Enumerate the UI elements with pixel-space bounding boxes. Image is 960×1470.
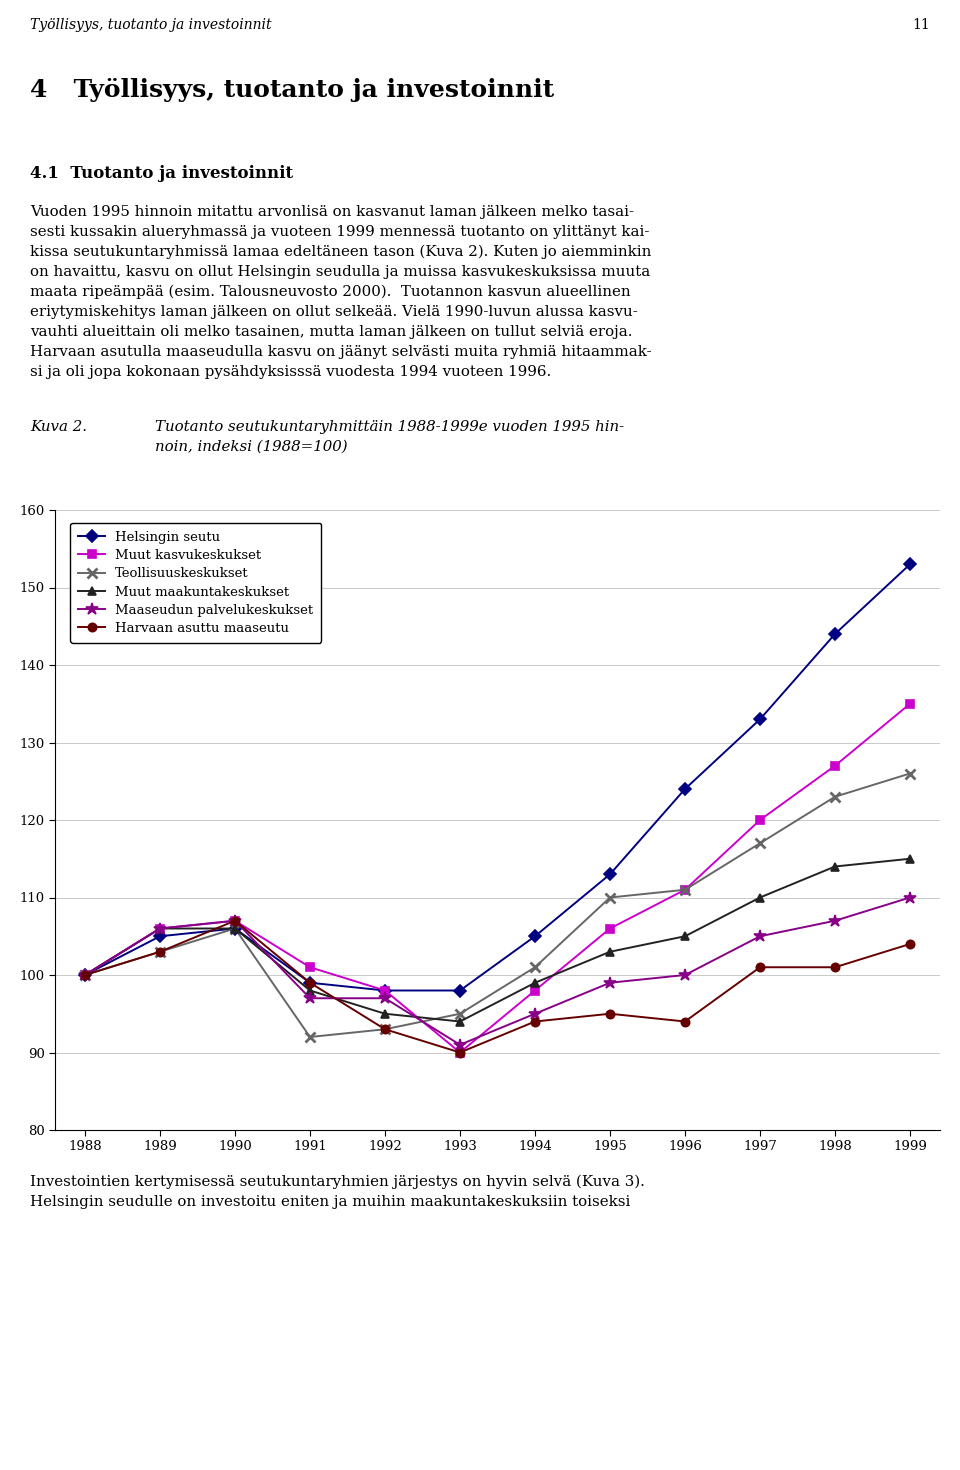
Teollisuuskeskukset [904,764,916,782]
Muut kasvukeskukset [229,911,241,929]
Muut kasvukeskukset [829,757,841,775]
Muut kasvukeskukset [155,920,166,938]
Harvaan asuttu maaseutu [755,958,766,976]
Harvaan asuttu maaseutu [529,1013,540,1030]
Muut maakuntakeskukset [80,966,91,983]
Muut maakuntakeskukset [229,920,241,938]
Muut maakuntakeskukset [829,857,841,875]
Helsingin seutu [379,982,391,1000]
Maaseudun palvelukeskukset [454,1036,466,1054]
Text: 4   Työllisyys, tuotanto ja investoinnit: 4 Työllisyys, tuotanto ja investoinnit [30,78,554,101]
Muut maakuntakeskukset [454,1013,466,1030]
Text: sesti kussakin alueryhmassä ja vuoteen 1999 mennessä tuotanto on ylittänyt kai-: sesti kussakin alueryhmassä ja vuoteen 1… [30,225,649,240]
Muut kasvukeskukset [680,881,691,898]
Teollisuuskeskukset [755,835,766,853]
Teollisuuskeskukset [155,942,166,960]
Text: maata ripeämpää (esim. Talousneuvosto 2000).  Tuotannon kasvun alueellinen: maata ripeämpää (esim. Talousneuvosto 20… [30,285,631,300]
Muut maakuntakeskukset [604,942,615,960]
Text: si ja oli jopa kokonaan pysähdyksisssä vuodesta 1994 vuoteen 1996.: si ja oli jopa kokonaan pysähdyksisssä v… [30,365,551,379]
Text: 4.1  Tuotanto ja investoinnit: 4.1 Tuotanto ja investoinnit [30,165,293,182]
Helsingin seutu [529,928,540,945]
Text: on havaittu, kasvu on ollut Helsingin seudulla ja muissa kasvukeskuksissa muuta: on havaittu, kasvu on ollut Helsingin se… [30,265,650,279]
Legend: Helsingin seutu, Muut kasvukeskukset, Teollisuuskeskukset, Muut maakuntakeskukse: Helsingin seutu, Muut kasvukeskukset, Te… [70,523,322,642]
Maaseudun palvelukeskukset [379,989,391,1007]
Helsingin seutu [229,920,241,938]
Text: vauhti alueittain oli melko tasainen, mutta laman jälkeen on tullut selviä eroja: vauhti alueittain oli melko tasainen, mu… [30,325,633,340]
Helsingin seutu [680,781,691,798]
Muut maakuntakeskukset [304,982,316,1000]
Helsingin seutu [304,975,316,992]
Helsingin seutu [155,928,166,945]
Muut kasvukeskukset [454,1044,466,1061]
Line: Harvaan asuttu maaseutu: Harvaan asuttu maaseutu [81,917,914,1057]
Maaseudun palvelukeskukset [904,889,916,907]
Maaseudun palvelukeskukset [529,1005,540,1023]
Teollisuuskeskukset [304,1028,316,1045]
Muut maakuntakeskukset [155,920,166,938]
Helsingin seutu [904,556,916,573]
Muut maakuntakeskukset [529,975,540,992]
Maaseudun palvelukeskukset [229,911,241,929]
Helsingin seutu [80,966,91,983]
Helsingin seutu [829,625,841,642]
Teollisuuskeskukset [829,788,841,806]
Harvaan asuttu maaseutu [80,966,91,983]
Text: Vuoden 1995 hinnoin mitattu arvonlisä on kasvanut laman jälkeen melko tasai-: Vuoden 1995 hinnoin mitattu arvonlisä on… [30,204,634,219]
Harvaan asuttu maaseutu [604,1005,615,1023]
Text: noin, indeksi (1988=100): noin, indeksi (1988=100) [155,440,348,454]
Maaseudun palvelukeskukset [604,975,615,992]
Teollisuuskeskukset [80,966,91,983]
Harvaan asuttu maaseutu [454,1044,466,1061]
Maaseudun palvelukeskukset [80,966,91,983]
Muut kasvukeskukset [529,982,540,1000]
Maaseudun palvelukeskukset [680,966,691,983]
Teollisuuskeskukset [529,958,540,976]
Text: kissa seutukuntaryhmissä lamaa edeltäneen tason (Kuva 2). Kuten jo aiemminkin: kissa seutukuntaryhmissä lamaa edeltänee… [30,245,652,259]
Text: Helsingin seudulle on investoitu eniten ja muihin maakuntakeskuksiin toiseksi: Helsingin seudulle on investoitu eniten … [30,1195,631,1208]
Teollisuuskeskukset [604,889,615,907]
Harvaan asuttu maaseutu [304,975,316,992]
Muut kasvukeskukset [904,695,916,713]
Text: Työllisyys, tuotanto ja investoinnit: Työllisyys, tuotanto ja investoinnit [30,18,272,32]
Text: Kuva 2.: Kuva 2. [30,420,87,434]
Text: Harvaan asutulla maaseudulla kasvu on jäänyt selvästi muita ryhmiä hitaammak-: Harvaan asutulla maaseudulla kasvu on jä… [30,345,652,359]
Maaseudun palvelukeskukset [155,920,166,938]
Muut maakuntakeskukset [755,889,766,907]
Helsingin seutu [604,866,615,883]
Harvaan asuttu maaseutu [379,1020,391,1038]
Muut maakuntakeskukset [379,1005,391,1023]
Muut kasvukeskukset [304,958,316,976]
Muut kasvukeskukset [755,811,766,829]
Teollisuuskeskukset [229,920,241,938]
Teollisuuskeskukset [454,1005,466,1023]
Maaseudun palvelukeskukset [304,989,316,1007]
Harvaan asuttu maaseutu [904,935,916,953]
Teollisuuskeskukset [680,881,691,898]
Line: Maaseudun palvelukeskukset: Maaseudun palvelukeskukset [79,891,916,1051]
Line: Helsingin seutu: Helsingin seutu [81,560,914,995]
Muut maakuntakeskukset [904,850,916,867]
Harvaan asuttu maaseutu [680,1013,691,1030]
Teollisuuskeskukset [379,1020,391,1038]
Text: 11: 11 [912,18,930,32]
Muut kasvukeskukset [604,920,615,938]
Text: Investointien kertymisessä seutukuntaryhmien järjestys on hyvin selvä (Kuva 3).: Investointien kertymisessä seutukuntaryh… [30,1175,645,1189]
Line: Muut kasvukeskukset: Muut kasvukeskukset [81,700,914,1057]
Muut kasvukeskukset [379,982,391,1000]
Text: eriytymiskehitys laman jälkeen on ollut selkeää. Vielä 1990-luvun alussa kasvu-: eriytymiskehitys laman jälkeen on ollut … [30,304,637,319]
Helsingin seutu [454,982,466,1000]
Text: Tuotanto seutukuntaryhmittäin 1988-1999e vuoden 1995 hin-: Tuotanto seutukuntaryhmittäin 1988-1999e… [155,420,624,434]
Muut kasvukeskukset [80,966,91,983]
Harvaan asuttu maaseutu [829,958,841,976]
Line: Muut maakuntakeskukset: Muut maakuntakeskukset [81,854,914,1026]
Harvaan asuttu maaseutu [229,911,241,929]
Maaseudun palvelukeskukset [755,928,766,945]
Line: Teollisuuskeskukset: Teollisuuskeskukset [80,769,915,1042]
Maaseudun palvelukeskukset [829,911,841,929]
Helsingin seutu [755,710,766,728]
Muut maakuntakeskukset [680,928,691,945]
Harvaan asuttu maaseutu [155,942,166,960]
